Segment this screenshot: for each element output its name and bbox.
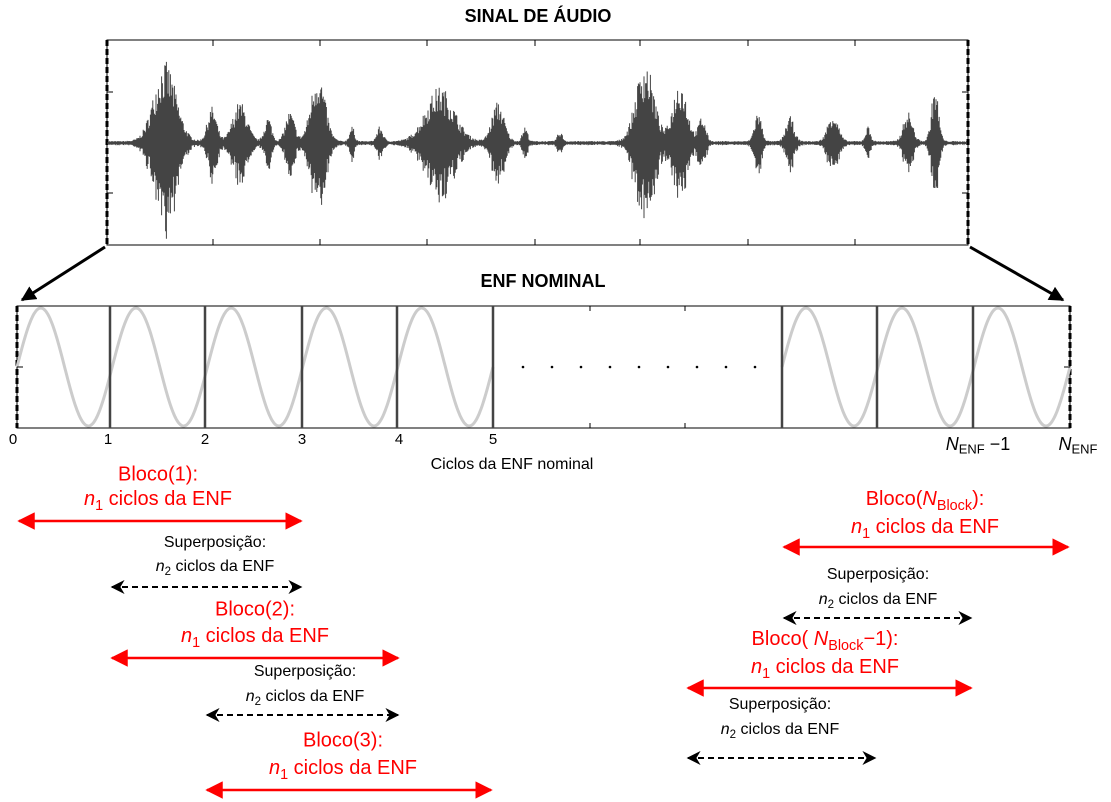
block-title: Bloco(3): [303, 729, 383, 751]
subscript: 2 [828, 599, 834, 611]
x-tick-label: 3 [298, 431, 306, 448]
text-part: ciclos da ENF [103, 488, 232, 510]
block-cycles: n1 ciclos da ENF [84, 488, 232, 514]
variable: N [1059, 434, 1073, 454]
block-title: Bloco(2): [215, 598, 295, 620]
ellipsis [521, 365, 757, 369]
text-part: Bloco( [752, 628, 814, 650]
text-part: ciclos da ENF [261, 688, 364, 705]
text-part: ciclos da ENF [171, 558, 274, 575]
block-cycles: n1 ciclos da ENF [269, 757, 417, 783]
variable: n [819, 591, 828, 608]
variable: n [181, 625, 192, 647]
subscript: 1 [280, 767, 288, 783]
enf-title: ENF NOMINAL [481, 271, 606, 291]
block-cycles: n1 ciclos da ENF [751, 656, 899, 682]
variable: N [946, 434, 960, 454]
subscript: Block [828, 638, 864, 654]
text-part: ciclos da ENF [770, 656, 899, 678]
block-cycles: n1 ciclos da ENF [181, 625, 329, 651]
subscript: 1 [862, 526, 870, 542]
variable: n [269, 757, 280, 779]
overlap-title: Superposição: [164, 534, 266, 551]
x-axis-label: Ciclos da ENF nominal [431, 456, 594, 473]
text-part: −1): [863, 628, 898, 650]
subscript: ENF [959, 442, 985, 457]
x-tick-label: 0 [9, 431, 17, 448]
x-tick-label: NENF [1059, 434, 1098, 457]
variable: n [246, 688, 255, 705]
x-tick-label: 1 [104, 431, 112, 448]
audio-title: SINAL DE ÁUDIO [465, 5, 612, 26]
block-title: Bloco(NBlock): [866, 488, 985, 514]
variable: n [751, 656, 762, 678]
subscript: Block [937, 498, 973, 514]
overlap-cycles: n2 ciclos da ENF [819, 591, 938, 611]
text-part: Bloco( [866, 488, 923, 510]
block-title: Bloco( NBlock−1): [752, 628, 899, 654]
enf-edges [15, 306, 1072, 428]
text-part: ciclos da ENF [834, 591, 937, 608]
variable: n [84, 488, 95, 510]
zoom-arrow [969, 245, 1065, 302]
cycle-lines [108, 306, 975, 428]
subscript: 2 [165, 566, 171, 578]
variable: n [721, 721, 730, 738]
overlap-title: Superposição: [827, 566, 929, 583]
audio-edges [105, 40, 970, 245]
block-cycles: n1 ciclos da ENF [851, 516, 999, 542]
x-tick-label: 5 [489, 431, 497, 448]
x-tick-label: 2 [201, 431, 209, 448]
block-title: Bloco(1): [118, 463, 198, 485]
text-part: ciclos da ENF [736, 721, 839, 738]
text-part: ciclos da ENF [288, 757, 417, 779]
audio-waveform [107, 61, 967, 239]
audio-ticks [107, 40, 968, 245]
subscript: 2 [730, 729, 736, 741]
subscript: 1 [95, 498, 103, 514]
x-tick-label: NENF −1 [946, 434, 1010, 457]
zoom-arrow [20, 245, 106, 302]
variable: n [851, 516, 862, 538]
enf-sine [15, 306, 1072, 428]
overlap-cycles: n2 ciclos da ENF [156, 558, 275, 578]
text-part: ): [972, 488, 984, 510]
subscript: 1 [192, 635, 200, 651]
overlap-title: Superposição: [729, 696, 831, 713]
overlap-title: Superposição: [254, 663, 356, 680]
text-part: ciclos da ENF [870, 516, 999, 538]
text-part: −1 [985, 434, 1011, 454]
enf-ticks [17, 306, 1070, 428]
text-part: ciclos da ENF [200, 625, 329, 647]
x-tick-label: 4 [395, 431, 403, 448]
variable: N [814, 628, 829, 650]
overlap-cycles: n2 ciclos da ENF [721, 721, 840, 741]
subscript: 2 [255, 696, 261, 708]
variable: N [922, 488, 937, 510]
subscript: 1 [762, 666, 770, 682]
subscript: ENF [1072, 442, 1098, 457]
overlap-cycles: n2 ciclos da ENF [246, 688, 365, 708]
variable: n [156, 558, 165, 575]
